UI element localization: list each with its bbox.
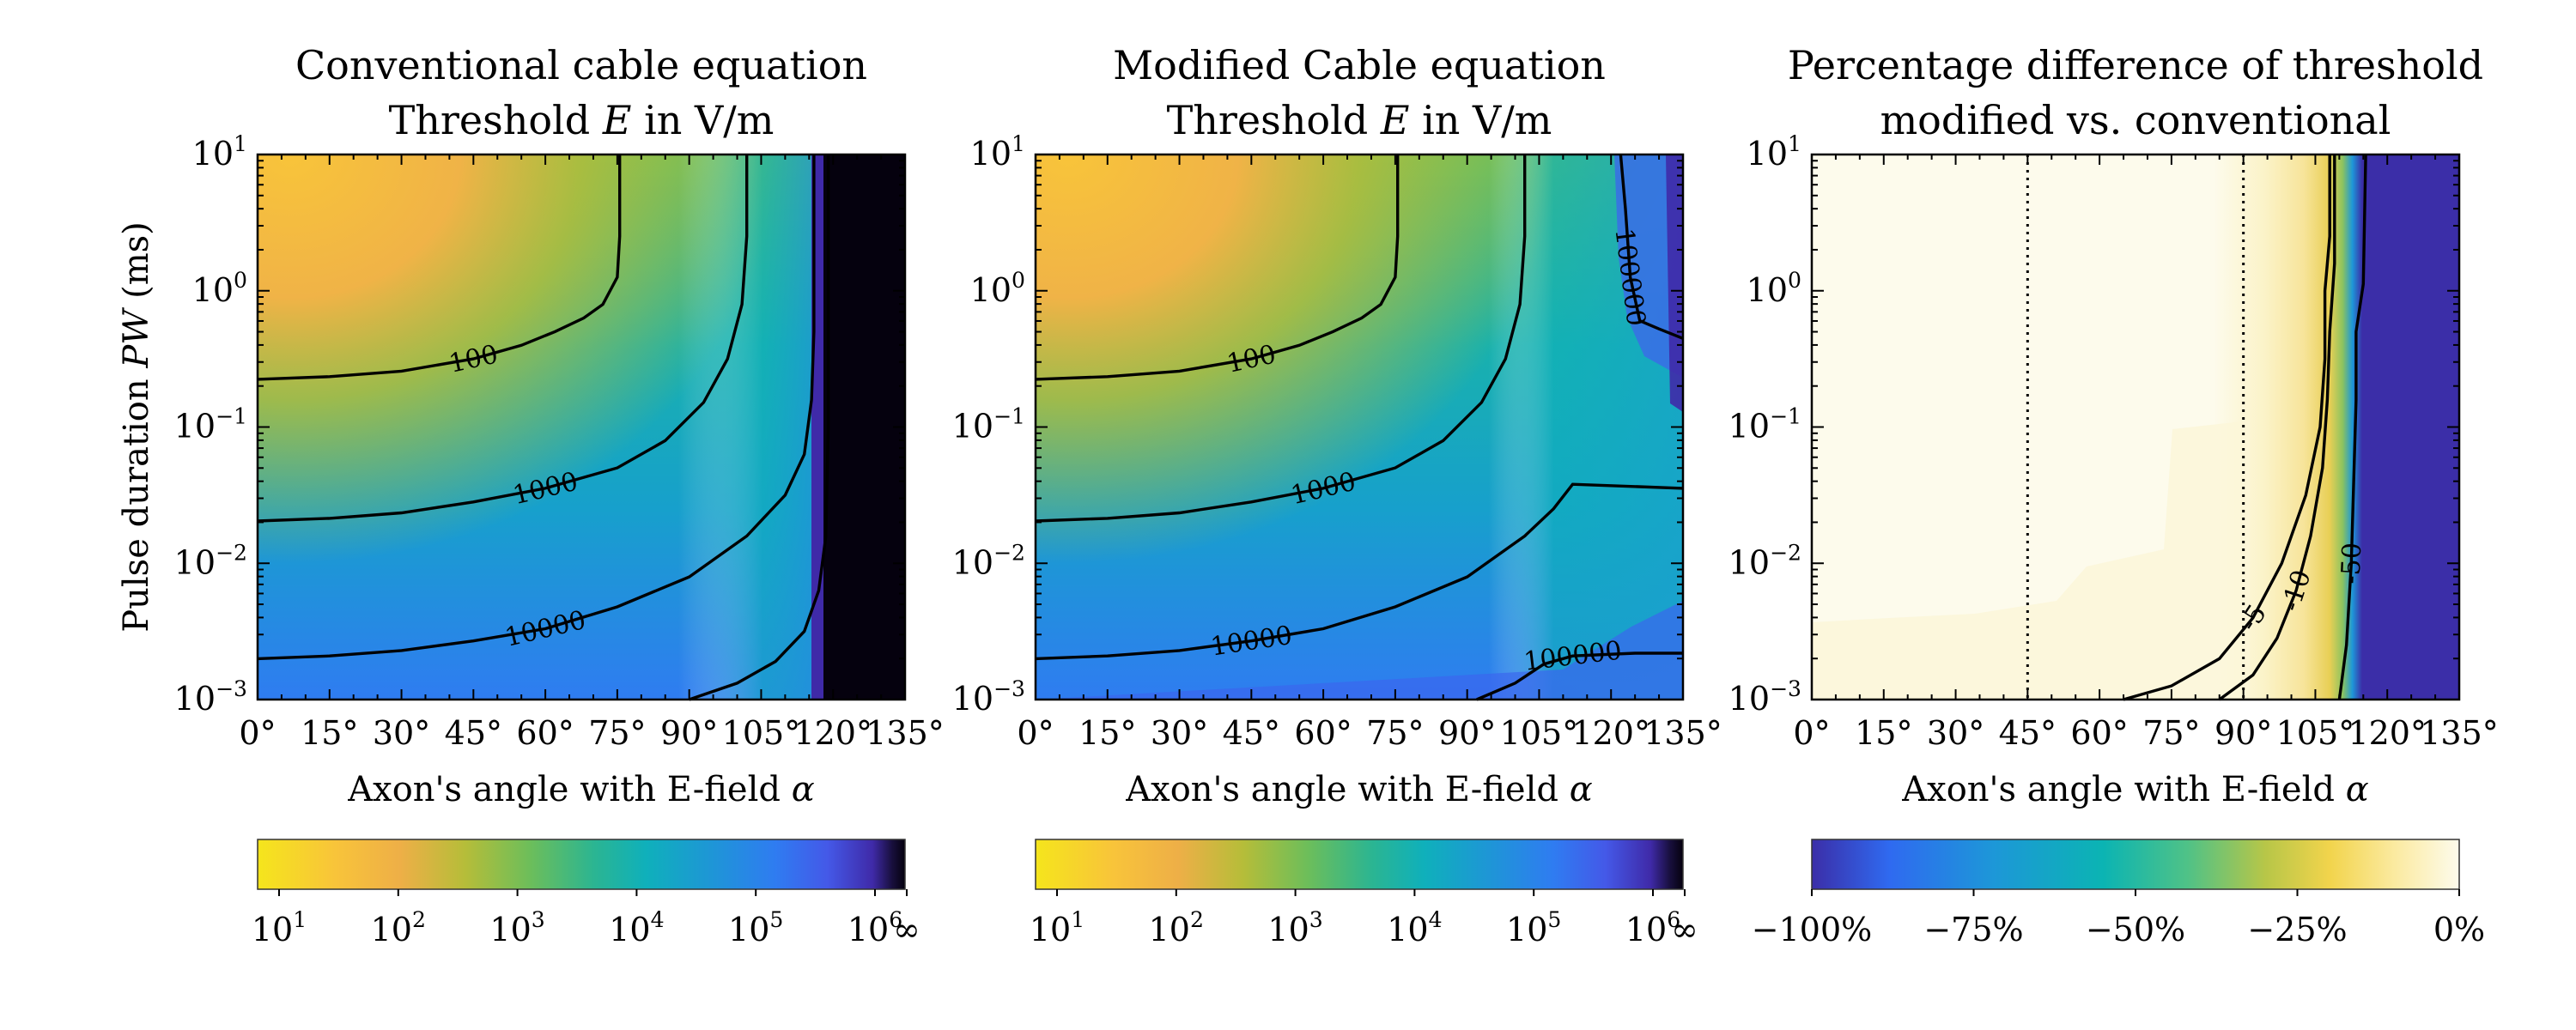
x-tick-label: 105°: [722, 714, 801, 752]
x-tick-label: 90°: [1438, 714, 1496, 752]
x-tick-label: 30°: [373, 714, 430, 752]
panel-title-line-1: Modified Cable equation: [1113, 42, 1606, 88]
colorbar-tick-label: 102: [1149, 907, 1204, 948]
colorbar-tick-label: 103: [489, 907, 544, 948]
colorbar-tick-label: −75%: [1923, 911, 2023, 948]
y-tick-label: 101: [1747, 131, 1801, 173]
y-tick-label: 10−3: [952, 676, 1025, 718]
panel-title-line-2: modified vs. conventional: [1880, 97, 2391, 143]
y-tick-label: 10−2: [952, 540, 1025, 581]
x-tick-label: 60°: [1294, 714, 1352, 752]
x-tick-label: 15°: [1855, 714, 1912, 752]
contour-line-10000: [257, 154, 816, 661]
colorbar-2: [1035, 839, 1684, 890]
colorbar-tick-label: 106: [848, 907, 902, 948]
colorbar-tick-label: 105: [1506, 907, 1561, 948]
x-tick-label: 15°: [301, 714, 358, 752]
y-tick-label: 10−2: [174, 540, 247, 581]
colorbar-tick-label: 104: [609, 907, 664, 948]
colorbar-3: [1811, 839, 2460, 890]
x-axis-label: Axon's angle with E-field α: [1901, 770, 2368, 809]
x-axis-label: Axon's angle with E-field α: [347, 770, 814, 809]
x-tick-label: 45°: [445, 714, 502, 752]
x-tick-label: 75°: [2142, 714, 2200, 752]
contour-line--5: [2123, 154, 2331, 701]
colorbar-tick-label: 0%: [2433, 911, 2485, 948]
colorbar-tick-label: 105: [728, 907, 783, 948]
colorbar-tick-label: ∞: [893, 911, 920, 948]
panel-title-line-2: Threshold E in V/m: [1167, 97, 1552, 143]
y-tick-label: 10−2: [1728, 540, 1801, 581]
contour-line-edge: [689, 154, 830, 701]
contour-line-100000: [1619, 154, 1684, 340]
heatmap-modified: [1036, 154, 1683, 700]
y-tick-label: 101: [970, 131, 1025, 173]
y-tick-label: 100: [1747, 268, 1801, 309]
x-tick-label: 60°: [516, 714, 574, 752]
colorbar-tick-label: 104: [1387, 907, 1442, 948]
panel-title-line-1: Conventional cable equation: [295, 42, 867, 88]
x-tick-label: 135°: [1643, 714, 1722, 752]
x-tick-label: 60°: [2070, 714, 2128, 752]
contour-line-100: [257, 154, 622, 381]
colorbar-tick-label: 101: [252, 907, 307, 948]
heatmap-percent-difference: [1812, 154, 2459, 700]
x-tick-label: 0°: [239, 714, 276, 752]
axes-layer: [256, 153, 2461, 701]
contour-line-100: [1035, 154, 1400, 381]
x-axis-label: Axon's angle with E-field α: [1125, 770, 1592, 809]
y-tick-label: 10−3: [1728, 676, 1801, 718]
colorbar-1: [257, 839, 906, 890]
x-tick-label: 30°: [1927, 714, 1984, 752]
x-tick-label: 105°: [2276, 714, 2355, 752]
y-tick-label: 101: [192, 131, 247, 173]
colorbar-tick-label: 101: [1030, 907, 1084, 948]
x-tick-label: 90°: [660, 714, 718, 752]
contour-line-10000: [1035, 482, 1684, 661]
y-tick-label: 100: [192, 268, 247, 309]
x-tick-label: 90°: [2215, 714, 2272, 752]
y-tick-label: 10−1: [1728, 404, 1801, 445]
y-tick-label: 10−1: [952, 404, 1025, 445]
x-tick-label: 120°: [2348, 714, 2427, 752]
x-tick-label: 135°: [2420, 714, 2499, 752]
x-tick-label: 120°: [1571, 714, 1650, 752]
panel-title-line-2: Threshold E in V/m: [389, 97, 775, 143]
x-tick-label: 120°: [793, 714, 872, 752]
y-tick-label: 100: [970, 268, 1025, 309]
panel-title-line-1: Percentage difference of threshold: [1788, 42, 2483, 88]
colorbar-layer: 101 102 103 104 105 106∞ 101 102 103 104 105 106∞ −1…: [252, 839, 2485, 948]
x-tick-label: 15°: [1078, 714, 1136, 752]
x-tick-label: 45°: [1999, 714, 2057, 752]
x-tick-label: 75°: [588, 714, 646, 752]
colorbar-tick-label: −25%: [2247, 911, 2347, 948]
x-tick-label: 30°: [1151, 714, 1208, 752]
x-tick-label: 0°: [1017, 714, 1054, 752]
colorbar-tick-label: 103: [1267, 907, 1322, 948]
contour-line-100000: [1476, 651, 1683, 701]
colorbar-tick-label: −50%: [2086, 911, 2185, 948]
contour-line--50: [2337, 154, 2367, 700]
x-tick-label: 0°: [1793, 714, 1830, 752]
x-tick-label: 135°: [866, 714, 945, 752]
x-tick-label: 45°: [1223, 714, 1280, 752]
colorbar-tick-label: ∞: [1671, 911, 1698, 948]
x-tick-label: 75°: [1366, 714, 1424, 752]
colorbar-tick-label: −100%: [1752, 911, 1872, 948]
contour-line-1000: [257, 154, 749, 523]
y-tick-label: 10−3: [174, 676, 247, 718]
x-tick-label: 105°: [1500, 714, 1579, 752]
contour-line-1000: [1035, 154, 1527, 523]
y-tick-label: 10−1: [174, 404, 247, 445]
contour-line--10: [2218, 154, 2336, 701]
text-layer: 0° 15° 30° 45° 60° 75° 90° 105°120°135°10−310−2…: [117, 42, 2499, 809]
contour-label--50: -50: [2336, 542, 2367, 585]
y-axis-label: Pulse duration PW (ms): [117, 221, 156, 633]
colorbar-tick-label: 102: [371, 907, 426, 948]
